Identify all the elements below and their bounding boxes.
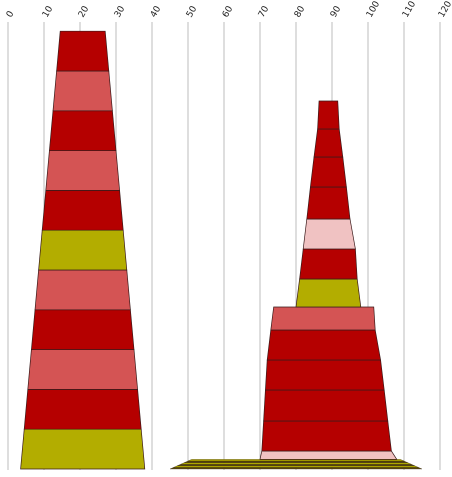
stack-2-base-band-5 xyxy=(184,460,408,463)
stack-2-band-1 xyxy=(261,420,392,452)
stack-2-band-7 xyxy=(299,248,358,280)
stack-1-band-2 xyxy=(23,389,142,430)
stack-2-band-2 xyxy=(263,389,389,422)
stack-2-band-6 xyxy=(295,278,362,308)
stack-2-band-8 xyxy=(302,218,356,250)
x-tick-label-10: 10 xyxy=(41,4,56,19)
x-tick-label-50: 50 xyxy=(185,4,200,19)
x-tick-label-100: 100 xyxy=(365,0,382,20)
stack-2-base-band-pink xyxy=(259,450,398,460)
x-tick-label-110: 110 xyxy=(401,0,418,20)
stack-1-band-8 xyxy=(45,150,120,191)
stack-2-base-band-3 xyxy=(177,464,415,466)
stack-2-band-5 xyxy=(270,306,376,331)
stack-1-band-1 xyxy=(20,428,146,470)
x-tick-label-0: 0 xyxy=(5,9,17,19)
stack-2-band-11 xyxy=(313,128,344,158)
x-tick-label-40: 40 xyxy=(149,4,164,19)
stack-2-band-10 xyxy=(310,156,347,188)
stack-2-band-12 xyxy=(317,100,340,130)
x-tick-label-80: 80 xyxy=(293,4,308,19)
x-tick-label-30: 30 xyxy=(113,4,128,19)
stack-1-band-7 xyxy=(41,190,124,231)
x-tick-label-60: 60 xyxy=(221,4,236,19)
stack-1-band-11 xyxy=(56,30,110,72)
stack-1-band-9 xyxy=(49,110,117,151)
pyramid-stack-2 xyxy=(169,100,423,470)
pyramid-stack-1 xyxy=(20,30,146,470)
stack-1-band-10 xyxy=(52,70,113,112)
stack-2-base-band-1 xyxy=(169,467,423,470)
stack-1-band-3 xyxy=(27,349,138,390)
pyramid-stacks xyxy=(20,30,423,470)
stack-2-base-band-4 xyxy=(180,462,412,465)
stack-2-band-4 xyxy=(266,329,382,361)
stack-1-band-4 xyxy=(31,309,135,350)
stack-1-band-5 xyxy=(34,269,131,311)
stack-2-base-band-6 xyxy=(187,459,405,462)
x-axis-tick-labels: 0 10 20 30 40 50 60 70 80 90 100 110 120 xyxy=(5,0,452,20)
stack-2-band-9 xyxy=(306,186,351,220)
x-tick-label-120: 120 xyxy=(437,0,452,20)
x-tick-label-20: 20 xyxy=(77,4,92,19)
stack-2-base-band-2 xyxy=(173,465,419,468)
stack-2-band-3 xyxy=(265,359,385,391)
stack-1-band-6 xyxy=(38,229,128,271)
x-tick-label-90: 90 xyxy=(329,4,344,19)
x-tick-label-70: 70 xyxy=(257,4,272,19)
